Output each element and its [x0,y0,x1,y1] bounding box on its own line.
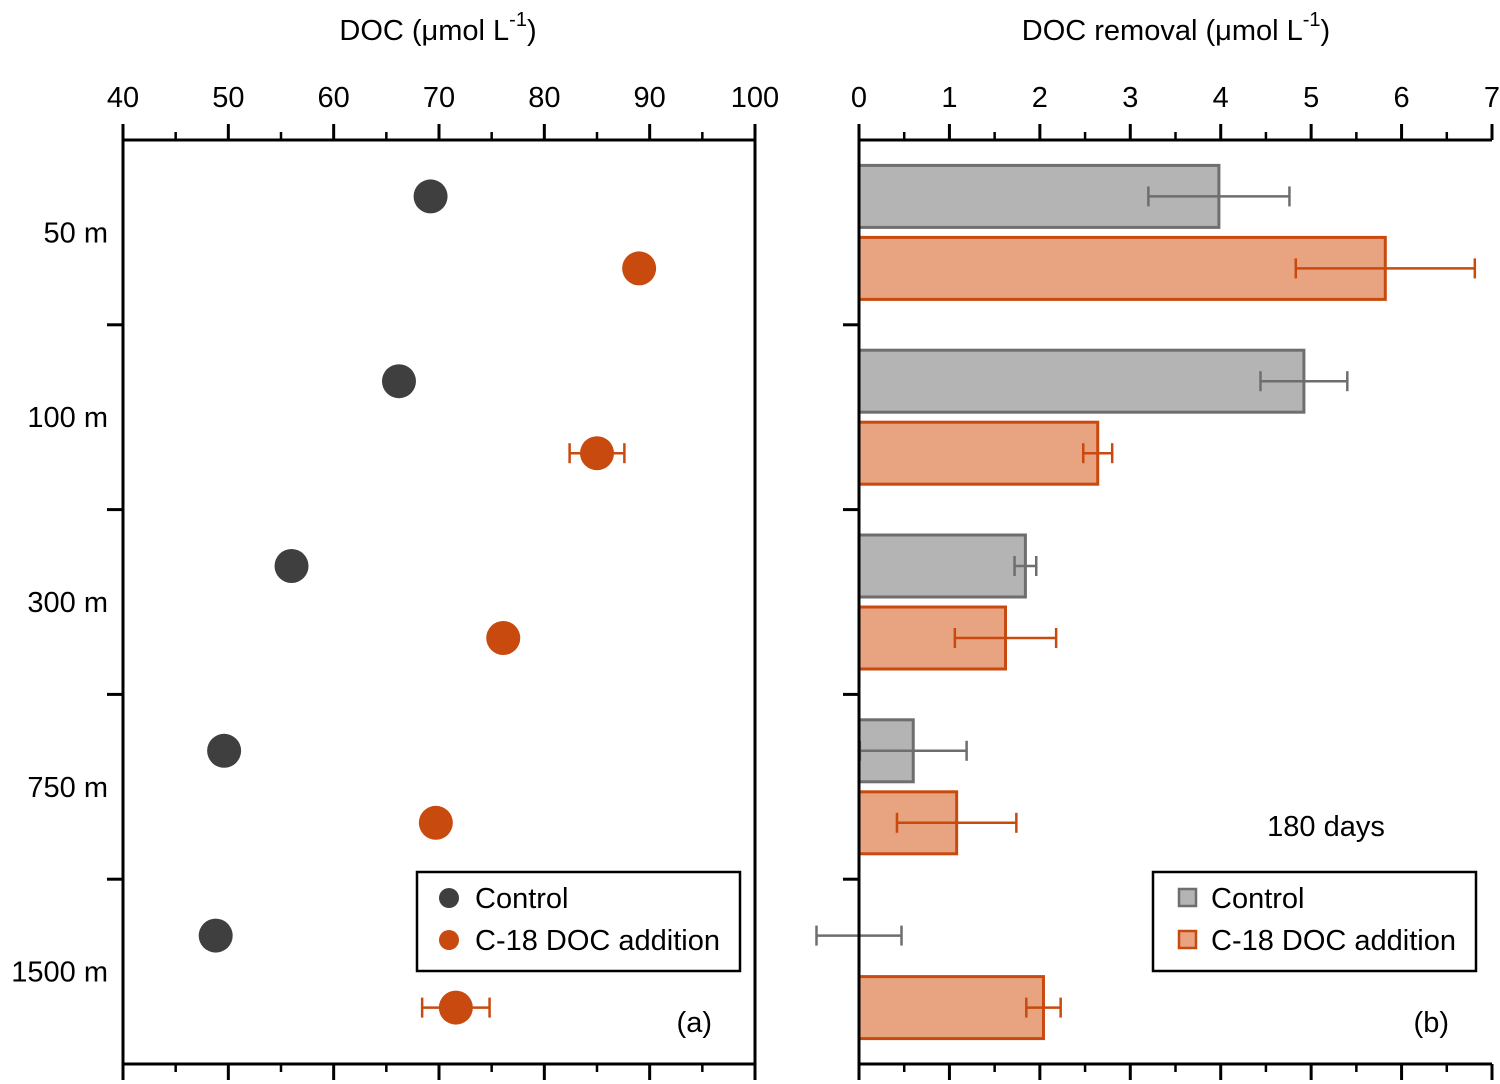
panel-a-x-tick-labels: 40 50 60 70 80 90 100 [107,82,779,114]
panel-b-duration-annotation: 180 days [1267,811,1385,843]
panel-b-x-tick-label-7: 7 [1484,82,1500,114]
panel-b-x-tick-label-3: 3 [1122,82,1138,114]
panel-a-x-tick-label-50: 50 [212,82,244,114]
panel-b-x-title-sup: -1 [1303,9,1321,31]
panel-b-bar-c-18-doc-addition-1500-m [857,975,1045,1041]
panel-a-point-c-18-doc-addition-750-m [418,805,453,840]
panel-a-x-title-main: DOC (μmol L [339,15,509,47]
panel-b-bar-control-100-m [857,348,1306,414]
panel-b-legend-box [1151,870,1478,973]
panel-b: DOC removal (μmol L-1) 0 1 2 3 4 5 6 7 180 days… [815,9,1500,1080]
panel-a-x-title-sup: -1 [509,9,527,31]
panel-a-point-control-50-m [413,179,448,214]
panel-b-x-title-main: DOC removal (μmol L [1022,15,1303,47]
panel-a-point-control-750-m [207,733,242,768]
panel-b-bar-c-18-doc-addition-100-m [857,420,1100,486]
panel-b-x-tick-labels: 0 1 2 3 4 5 6 7 [851,82,1500,114]
panel-b-x-tick-label-4: 4 [1213,82,1229,114]
panel-a-y-tick-labels: 50 m 100 m 300 m 750 m 1500 m [11,217,108,988]
panel-a-x-tick-label-40: 40 [107,82,139,114]
panel-b-legend: Control C-18 DOC addition [1151,870,1478,973]
panel-b-x-tick-label-6: 6 [1394,82,1410,114]
panel-a-y-tick-label-1500-m: 1500 m [11,957,108,989]
panel-a-tick-marks [107,124,757,1080]
panel-a-point-c-18-doc-addition-300-m [486,621,521,655]
panel-a-x-tick-label-90: 90 [634,82,666,114]
panel-a-data-points [198,179,657,1025]
panel-b-tick-marks [843,124,1494,1080]
panel-a-point-control-300-m [274,549,309,583]
panel-a-y-tick-label-100-m: 100 m [27,402,108,434]
panel-b-x-tick-label-2: 2 [1032,82,1048,114]
panel-b-label: (b) [1414,1007,1449,1039]
panel-a-legend-label-control: Control [475,883,569,915]
panel-b-legend-label-c18: C-18 DOC addition [1211,925,1456,957]
panel-a-y-tick-label-750-m: 750 m [27,772,108,804]
panel-a-x-tick-label-60: 60 [318,82,350,114]
panel-a-legend-swatch-control [439,888,459,908]
panel-a-legend: Control C-18 DOC addition [415,870,742,973]
panel-a-point-c-18-doc-addition-50-m [622,251,657,286]
panel-a-legend-label-c18: C-18 DOC addition [475,925,720,957]
panel-a-point-c-18-doc-addition-100-m [580,436,614,471]
panel-a-label: (a) [677,1007,712,1039]
panel-b-bar-control-300-m [857,533,1027,599]
panel-a-legend-box [415,870,742,973]
panel-b-legend-swatch-control [1177,887,1198,908]
panel-a: DOC (μmol L-1) 40 50 60 70 80 90 100 50 m 100 m… [11,9,779,1080]
panel-a-x-axis-title: DOC (μmol L-1) [339,9,536,47]
panel-a-point-control-1500-m [198,918,233,953]
panel-a-x-tick-label-100: 100 [731,82,779,114]
panel-b-x-tick-label-0: 0 [851,82,867,114]
panel-a-y-tick-label-300-m: 300 m [27,587,108,619]
panel-b-legend-label-control: Control [1211,883,1305,915]
panel-b-x-axis-title: DOC removal (μmol L-1) [1022,9,1330,47]
panel-a-x-tick-label-80: 80 [528,82,560,114]
panel-a-y-tick-label-50-m: 50 m [44,217,108,249]
panel-a-point-c-18-doc-addition-1500-m [438,990,473,1025]
panel-b-x-tick-label-5: 5 [1303,82,1319,114]
panel-a-x-title-close: ) [527,15,537,47]
panel-b-x-tick-label-1: 1 [941,82,957,114]
panel-a-point-control-100-m [381,364,416,399]
panel-a-x-tick-label-70: 70 [423,82,455,114]
panel-b-legend-swatch-c18 [1177,929,1198,950]
panel-b-x-title-close: ) [1321,15,1331,47]
panel-a-legend-swatch-c18 [439,930,459,950]
